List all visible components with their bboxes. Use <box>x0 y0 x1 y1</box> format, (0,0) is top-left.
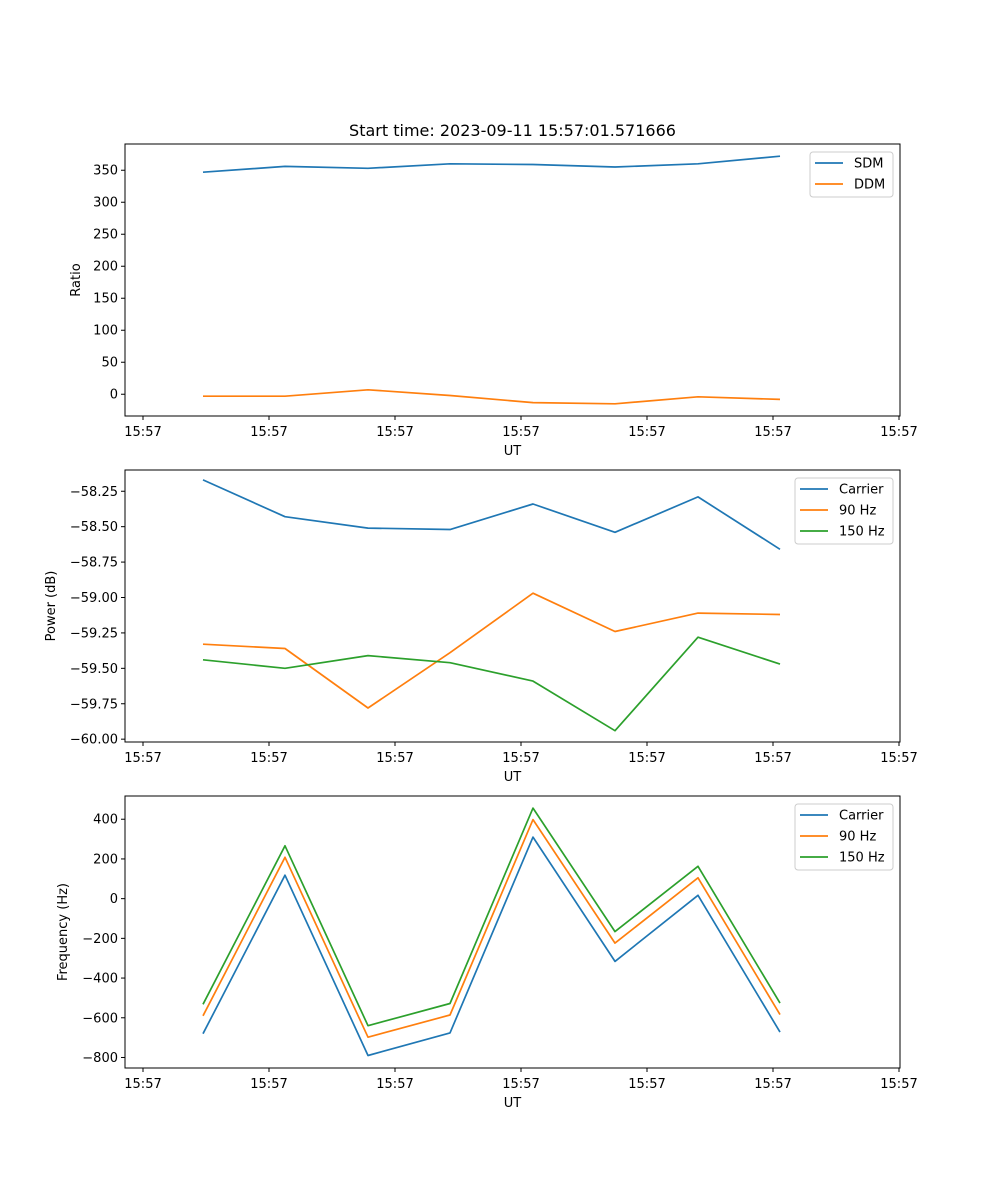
legend-label: 150 Hz <box>839 525 885 540</box>
series-line-carrier <box>202 836 781 1057</box>
x-tick-label: 15:57 <box>754 1077 791 1092</box>
y-axis-label: Ratio <box>69 263 84 296</box>
axes-frame <box>124 795 901 1069</box>
y-tick-label: 50 <box>101 356 118 371</box>
legend: Carrier 90 Hz 150 Hz <box>794 803 894 871</box>
y-tick-label: −59.00 <box>70 591 118 606</box>
x-tick-label: 15:57 <box>502 1077 539 1092</box>
legend-label: DDM <box>854 178 885 193</box>
series-line-sdm <box>202 155 781 174</box>
x-tick-label: 15:57 <box>880 1077 917 1092</box>
x-axis-label: UT <box>504 1096 522 1111</box>
x-axis-label: UT <box>504 770 522 785</box>
x-tick-label: 15:57 <box>250 1077 287 1092</box>
x-axis-label: UT <box>504 444 522 459</box>
x-tick-label: 15:57 <box>250 751 287 766</box>
x-tick-label: 15:57 <box>376 751 413 766</box>
y-tick-label: −60.00 <box>70 733 118 748</box>
x-tick-label: 15:57 <box>376 1077 413 1092</box>
y-tick-label: −400 <box>82 972 118 987</box>
series-line-90-hz <box>202 818 781 1039</box>
legend: Carrier 90 Hz 150 Hz <box>794 477 894 545</box>
y-tick-label: 0 <box>110 892 118 907</box>
legend-box <box>794 477 894 545</box>
y-tick-label: −59.75 <box>70 697 118 712</box>
y-tick-label: 250 <box>93 228 118 243</box>
legend-label: Carrier <box>839 483 884 498</box>
y-tick-label: −58.50 <box>70 520 118 535</box>
x-tick-label: 15:57 <box>124 751 161 766</box>
y-tick-label: −59.50 <box>70 662 118 677</box>
series-line-150-hz <box>202 807 781 1027</box>
axes-frame <box>124 143 901 417</box>
y-tick-label: −58.25 <box>70 485 118 500</box>
y-tick-label: 400 <box>93 813 118 828</box>
y-tick-label: −58.75 <box>70 556 118 571</box>
legend-label: 150 Hz <box>839 851 885 866</box>
legend-label: Carrier <box>839 809 884 824</box>
x-tick-label: 15:57 <box>754 425 791 440</box>
x-tick-label: 15:57 <box>502 425 539 440</box>
y-tick-label: 0 <box>110 388 118 403</box>
x-tick-label: 15:57 <box>376 425 413 440</box>
y-tick-label: 350 <box>93 164 118 179</box>
y-tick-label: −59.25 <box>70 626 118 641</box>
x-tick-label: 15:57 <box>754 751 791 766</box>
series-line-90-hz <box>202 592 781 709</box>
legend-box <box>794 803 894 871</box>
legend: SDM DDM <box>809 151 894 198</box>
plots: Start time: 2023-09-11 15:57:01.571666 0 5… <box>44 121 918 1111</box>
y-axis-label: Frequency (Hz) <box>56 883 71 981</box>
y-tick-label: 150 <box>93 292 118 307</box>
x-tick-label: 15:57 <box>628 425 665 440</box>
subplot-1: Start time: 2023-09-11 15:57:01.571666 0 5… <box>69 121 918 459</box>
x-tick-label: 15:57 <box>250 425 287 440</box>
y-tick-label: −200 <box>82 932 118 947</box>
axes-frame <box>124 469 901 743</box>
x-tick-label: 15:57 <box>628 751 665 766</box>
x-tick-label: 15:57 <box>880 751 917 766</box>
series-line-carrier <box>202 479 781 551</box>
legend-label: 90 Hz <box>839 830 876 845</box>
series-line-ddm <box>203 388 781 405</box>
y-tick-label: 200 <box>93 852 118 867</box>
legend-label: 90 Hz <box>839 504 876 519</box>
x-tick-label: 15:57 <box>628 1077 665 1092</box>
legend-label: SDM <box>854 157 883 172</box>
subplot-2: −60.00 −59.75 −59.50 −59.25 −59.00 −58.75 −58.… <box>44 469 918 785</box>
y-tick-label: −800 <box>82 1051 118 1066</box>
subplot-3: −800 −600 −400 −200 0 200 400 15:57 15:57 15:57 15… <box>56 795 918 1111</box>
y-tick-label: 200 <box>93 260 118 275</box>
y-axis-label: Power (dB) <box>44 571 59 642</box>
chart-title: Start time: 2023-09-11 15:57:01.571666 <box>349 121 676 140</box>
y-tick-label: 100 <box>93 324 118 339</box>
series-line-150-hz <box>202 636 781 732</box>
x-tick-label: 15:57 <box>880 425 917 440</box>
y-tick-label: −600 <box>82 1011 118 1026</box>
x-tick-label: 15:57 <box>502 751 539 766</box>
x-tick-label: 15:57 <box>124 425 161 440</box>
y-tick-label: 300 <box>93 196 118 211</box>
x-tick-label: 15:57 <box>124 1077 161 1092</box>
